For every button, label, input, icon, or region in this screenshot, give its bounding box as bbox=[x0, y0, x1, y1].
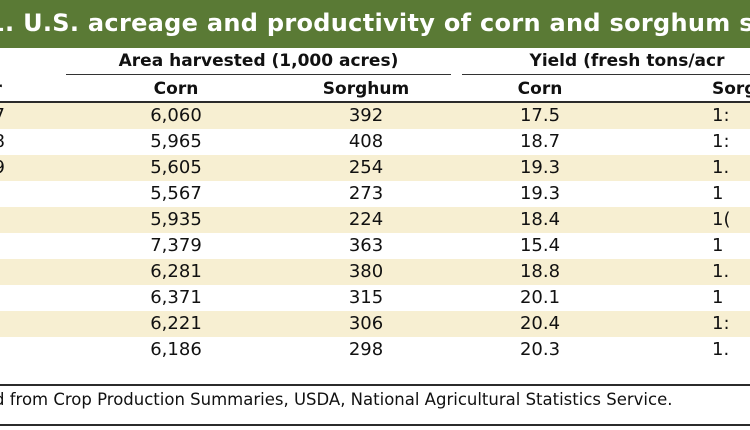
yield-corn-cell: 18.7 bbox=[519, 131, 561, 152]
table-row: 5 6,221 306 20.4 1: bbox=[0, 311, 750, 337]
yield-sorghum-cell: 1: bbox=[712, 131, 730, 152]
yield-corn-cell: 19.3 bbox=[519, 157, 561, 178]
table-row: 1 5,935 224 18.4 1( bbox=[0, 207, 750, 233]
column-header-area-sorghum: Sorghum bbox=[322, 79, 410, 99]
yield-corn-cell: 15.4 bbox=[519, 235, 561, 256]
area-sorghum-cell: 224 bbox=[348, 209, 384, 230]
table-title-bar: 1. U.S. acreage and productivity of corn… bbox=[0, 0, 750, 48]
area-sorghum-cell: 254 bbox=[348, 157, 384, 178]
area-corn-cell: 7,379 bbox=[150, 235, 202, 256]
area-corn-cell: 5,935 bbox=[150, 209, 202, 230]
yield-sorghum-cell: 1. bbox=[712, 261, 730, 282]
yield-sorghum-cell: 1( bbox=[712, 209, 731, 230]
area-sorghum-cell: 315 bbox=[348, 287, 384, 308]
area-sorghum-cell: 298 bbox=[348, 339, 384, 360]
year-cell: 4 bbox=[0, 285, 22, 311]
yield-sorghum-cell: 1 bbox=[712, 235, 724, 256]
area-sorghum-cell: 392 bbox=[348, 105, 384, 126]
area-corn-cell: 6,221 bbox=[150, 313, 202, 334]
year-cell: 3 bbox=[0, 259, 22, 285]
table-row: 0 5,567 273 19.3 1 bbox=[0, 181, 750, 207]
year-cell: 5 bbox=[0, 311, 22, 337]
yield-corn-cell: 17.5 bbox=[519, 105, 561, 126]
area-corn-cell: 6,281 bbox=[150, 261, 202, 282]
area-sorghum-cell: 380 bbox=[348, 261, 384, 282]
table-body: 07 6,060 392 17.5 1: 08 5,965 408 18.7 1… bbox=[0, 103, 750, 363]
table-row: 07 6,060 392 17.5 1: bbox=[0, 103, 750, 129]
yield-corn-cell: 20.1 bbox=[519, 287, 561, 308]
table-row: 09 5,605 254 19.3 1. bbox=[0, 155, 750, 181]
area-corn-cell: 5,605 bbox=[150, 157, 202, 178]
group-rule-area bbox=[66, 74, 451, 75]
column-header-area-corn: Corn bbox=[153, 79, 199, 99]
table-title: 1. U.S. acreage and productivity of corn… bbox=[0, 9, 750, 37]
year-cell: 1 bbox=[0, 207, 22, 233]
table-footnote: d from Crop Production Summaries, USDA, … bbox=[0, 390, 673, 409]
yield-sorghum-cell: 1: bbox=[712, 313, 730, 334]
yield-corn-cell: 19.3 bbox=[519, 183, 561, 204]
header-rule bbox=[0, 101, 750, 103]
group-header-area-harvested: Area harvested (1,000 acres) bbox=[118, 51, 399, 71]
year-cell: 08 bbox=[0, 129, 22, 155]
yield-sorghum-cell: 1. bbox=[712, 157, 730, 178]
table-row: 2 7,379 363 15.4 1 bbox=[0, 233, 750, 259]
column-header-year: ar bbox=[0, 76, 22, 102]
column-header-yield-corn: Corn bbox=[517, 79, 563, 99]
area-corn-cell: 5,965 bbox=[150, 131, 202, 152]
area-corn-cell: 6,186 bbox=[150, 339, 202, 360]
yield-sorghum-cell: 1 bbox=[712, 287, 724, 308]
area-sorghum-cell: 408 bbox=[348, 131, 384, 152]
year-cell: 07 bbox=[0, 103, 22, 129]
yield-sorghum-cell: 1. bbox=[712, 339, 730, 360]
yield-corn-cell: 18.4 bbox=[519, 209, 561, 230]
yield-corn-cell: 18.8 bbox=[519, 261, 561, 282]
year-cell: 2 bbox=[0, 233, 22, 259]
footer-rule bbox=[0, 384, 750, 386]
table-row: 4 6,371 315 20.1 1 bbox=[0, 285, 750, 311]
area-sorghum-cell: 273 bbox=[348, 183, 384, 204]
group-header-yield: Yield (fresh tons/acr bbox=[529, 51, 725, 71]
area-sorghum-cell: 363 bbox=[348, 235, 384, 256]
area-corn-cell: 6,371 bbox=[150, 287, 202, 308]
table-row: 6 6,186 298 20.3 1. bbox=[0, 337, 750, 363]
yield-sorghum-cell: 1: bbox=[712, 105, 730, 126]
column-header-yield-sorghum: Sorg bbox=[712, 79, 750, 99]
year-cell: 09 bbox=[0, 155, 22, 181]
yield-corn-cell: 20.4 bbox=[519, 313, 561, 334]
area-corn-cell: 6,060 bbox=[150, 105, 202, 126]
group-rule-yield bbox=[462, 74, 750, 75]
year-cell: 0 bbox=[0, 181, 22, 207]
yield-corn-cell: 20.3 bbox=[519, 339, 561, 360]
table-row: 3 6,281 380 18.8 1. bbox=[0, 259, 750, 285]
yield-sorghum-cell: 1 bbox=[712, 183, 724, 204]
table-row: 08 5,965 408 18.7 1: bbox=[0, 129, 750, 155]
year-cell: 6 bbox=[0, 337, 22, 363]
area-corn-cell: 5,567 bbox=[150, 183, 202, 204]
area-sorghum-cell: 306 bbox=[348, 313, 384, 334]
